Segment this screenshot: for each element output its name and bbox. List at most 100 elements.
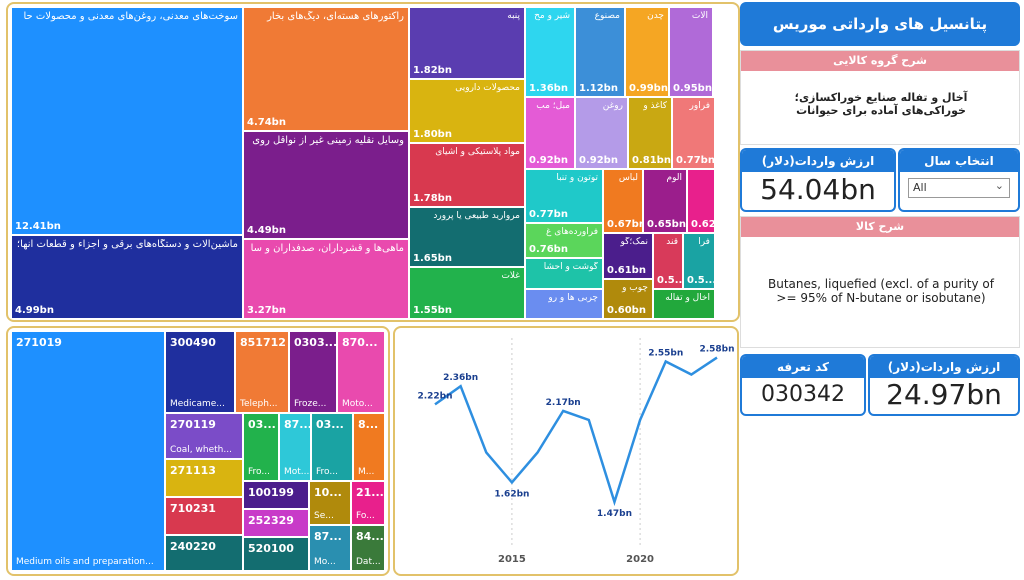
treemap-tariff-desc: Medicame... <box>170 399 225 409</box>
treemap-group-tile[interactable]: ماشین‌آلات و دستگاه‌های برقی و اجزاء و ق… <box>11 235 243 319</box>
treemap-tariff-code: 851712 <box>240 336 286 349</box>
treemap-tariff-tile[interactable]: 87... Mo... <box>309 525 351 571</box>
treemap-group-tile[interactable]: نمک؛گو 0.61bn <box>603 233 653 279</box>
treemap-group-label: چدن <box>647 11 664 21</box>
treemap-group-tile[interactable]: ماهی‌ها و قشرداران، صدفداران و سا 3.27bn <box>243 239 409 319</box>
treemap-group-tile[interactable]: غلات 1.55bn <box>409 267 525 319</box>
treemap-group-tile[interactable]: آلوم 0.65bn <box>643 169 687 233</box>
treemap-group-tile[interactable]: توتون و تنبا 0.77bn <box>525 169 603 223</box>
treemap-tariff-tile[interactable]: 03... Fro... <box>311 413 353 481</box>
import-value-item: 24.97bn <box>886 378 1002 411</box>
treemap-tariff-code: 8... <box>358 418 379 431</box>
treemap-group-value: 0.81bn <box>632 155 671 166</box>
treemap-group-tile[interactable]: مبل؛ مب 0.92bn <box>525 97 575 169</box>
treemap-group-value: 1.55bn <box>413 305 452 316</box>
treemap-tariff-tile[interactable]: 03... Fro... <box>243 413 279 481</box>
treemap-groups-panel: سوخت‌های معدنی، روغن‌های معدنی و محصولات… <box>6 2 740 322</box>
treemap-tariff-code: 0303... <box>294 336 337 349</box>
treemap-group-label: فرآور <box>689 101 710 111</box>
treemap-group-tile[interactable]: رآکتورهای هسته‌ای، دیگ‌های بخار 4.74bn <box>243 7 409 131</box>
treemap-tariff-code: 300490 <box>170 336 216 349</box>
treemap-tariff-tile[interactable]: 252329 <box>243 509 309 537</box>
treemap-tariff-desc: M... <box>358 467 375 477</box>
treemap-group-tile[interactable]: گوشت و احشا <box>525 258 603 289</box>
treemap-tariff-code: 252329 <box>248 514 294 527</box>
treemap-tariff-tile[interactable]: 21... Fo... <box>351 481 385 525</box>
treemap-group-label: مواد پلاستیکی و اشیای <box>435 147 520 157</box>
treemap-tariff-tile[interactable]: 0303... Froze... <box>289 331 337 413</box>
treemap-group-value: 1.12bn <box>579 83 618 94</box>
group-desc-box: شرح گروه کالایی آخال و تفاله صنایع خوراک… <box>740 50 1020 145</box>
treemap-group-tile[interactable]: شیر و مح 1.36bn <box>525 7 575 97</box>
treemap-group-tile[interactable]: لباس 0.67bn <box>603 169 643 233</box>
treemap-group-value: 1.80bn <box>413 129 452 140</box>
treemap-tariff-tile[interactable]: 84... Dat... <box>351 525 385 571</box>
treemap-group-tile[interactable]: فرآور 0.77bn <box>672 97 715 169</box>
treemap-group-value: 0.77bn <box>676 155 715 166</box>
treemap-tariff-tile[interactable]: 100199 <box>243 481 309 509</box>
treemap-group-label: ماهی‌ها و قشرداران، صدفداران و سا <box>250 243 404 254</box>
treemap-tariff-tile[interactable]: 300490 Medicame... <box>165 331 235 413</box>
treemap-tariff-tile[interactable]: 851712 Teleph... <box>235 331 289 413</box>
treemap-tariff-panel: 271019 Medium oils and preparation... 3004… <box>6 326 390 576</box>
treemap-tariff-code: 870... <box>342 336 378 349</box>
treemap-group-tile[interactable]: سوخت‌های معدنی، روغن‌های معدنی و محصولات… <box>11 7 243 235</box>
treemap-group-tile[interactable]: چوب و 0.60bn <box>603 279 653 319</box>
treemap-group-value: 0.95bn <box>673 83 712 94</box>
year-select-dropdown[interactable]: All ⌄ <box>908 178 1010 198</box>
treemap-group-label: آخال و تفاله <box>665 293 710 303</box>
treemap-group-value: 4.99bn <box>15 305 54 316</box>
treemap-group-label: مروارید طبیعی یا پرورد <box>433 211 520 221</box>
treemap-tariff-tile[interactable]: 10... Se... <box>309 481 351 525</box>
treemap-group-value: 3.27bn <box>247 305 286 316</box>
treemap-group-tile[interactable]: چربی ها و رو <box>525 289 603 319</box>
treemap-group-value: 0.92bn <box>579 155 618 166</box>
treemap-group-value: 0.77bn <box>529 209 568 220</box>
treemap-group-value: 0.61bn <box>607 265 646 276</box>
treemap-group-tile[interactable]: قند 0.5... <box>653 233 683 289</box>
treemap-tariff-tile[interactable]: 8... M... <box>353 413 385 481</box>
treemap-tariff-tile[interactable]: 240220 <box>165 535 243 571</box>
treemap-tariff-tile[interactable]: 270119 Coal, wheth... <box>165 413 243 459</box>
treemap-group-label: محصولات دارویی <box>455 83 520 93</box>
data-point-label: 1.47bn <box>597 509 632 519</box>
treemap-tariff-tile[interactable]: 271019 Medium oils and preparation... <box>11 331 165 571</box>
treemap-group-label: آلوم <box>666 173 682 183</box>
treemap-tariff-tile[interactable]: 870... Moto... <box>337 331 385 413</box>
year-select-value: All <box>913 181 927 194</box>
data-point-label: 2.36bn <box>443 373 478 383</box>
treemap-group-tile[interactable]: فرآ 0.5... <box>683 233 715 289</box>
treemap-tariff-code: 520100 <box>248 542 294 555</box>
treemap-group-tile[interactable]: وسایل نقلیه زمینی غیر از نواقل روی 4.49bn <box>243 131 409 239</box>
import-value-item-card: ارزش واردات(دلار) 24.97bn <box>868 354 1020 416</box>
treemap-tariff-tile[interactable]: 87... Mot... <box>279 413 311 481</box>
treemap-tariff-desc: Teleph... <box>240 399 278 409</box>
treemap-group-tile[interactable]: مصنوع 1.12bn <box>575 7 625 97</box>
treemap-group-tile[interactable]: مروارید طبیعی یا پرورد 1.65bn <box>409 207 525 267</box>
treemap-group-tile[interactable]: مواد پلاستیکی و اشیای 1.78bn <box>409 143 525 207</box>
chevron-down-icon: ⌄ <box>994 179 1004 192</box>
treemap-group-tile[interactable]: فرآورده‌های غ 0.76bn <box>525 223 603 258</box>
treemap-group-tile[interactable]: آخال و تفاله <box>653 289 715 319</box>
treemap-group-label: وسایل نقلیه زمینی غیر از نواقل روی <box>252 135 404 146</box>
treemap-group-label: شیر و مح <box>534 11 570 21</box>
treemap-tariff-tile[interactable]: 520100 <box>243 537 309 571</box>
treemap-tariff-code: 100199 <box>248 486 294 499</box>
treemap-group-label: نمک؛گو <box>620 237 648 247</box>
treemap-tariff-code: 240220 <box>170 540 216 553</box>
treemap-group-label: توتون و تنبا <box>556 173 598 183</box>
treemap-group-value: 4.74bn <box>247 117 286 128</box>
treemap-group-tile[interactable]: محصولات دارویی 1.80bn <box>409 79 525 143</box>
treemap-group-tile[interactable]: کاغذ و 0.81bn <box>628 97 672 169</box>
treemap-group-value: 1.78bn <box>413 193 452 204</box>
treemap-group-tile[interactable]: روغن 0.92bn <box>575 97 628 169</box>
treemap-tariff-desc: Coal, wheth... <box>170 445 232 455</box>
treemap-tariff-tile[interactable]: 710231 <box>165 497 243 535</box>
treemap-tariff-tile[interactable]: 271113 <box>165 459 243 497</box>
treemap-group-tile[interactable]: پنبه 1.82bn <box>409 7 525 79</box>
group-desc-header: شرح گروه کالایی <box>741 51 1019 71</box>
treemap-group-tile[interactable]: 0.62bn <box>687 169 715 233</box>
data-point-label: 2.58bn <box>699 345 734 355</box>
treemap-group-tile[interactable]: آلات 0.95bn <box>669 7 713 97</box>
treemap-group-tile[interactable]: چدن 0.99bn <box>625 7 669 97</box>
